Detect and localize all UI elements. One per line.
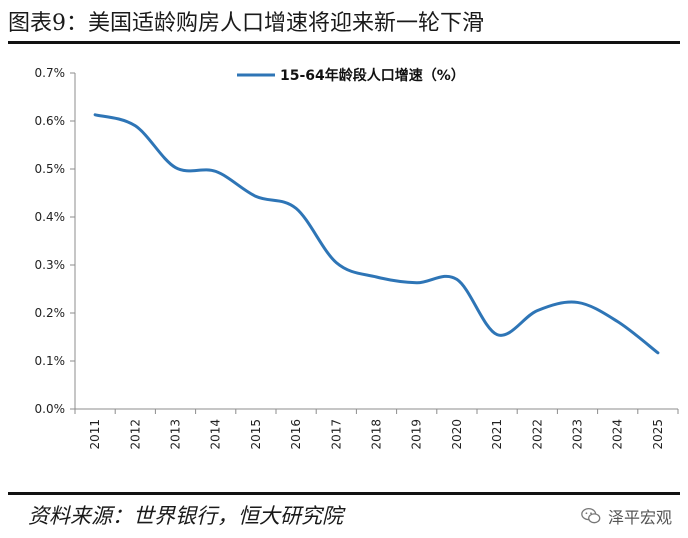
- x-tick-label: 2013: [169, 419, 183, 450]
- y-axis: 0.0% 0.1% 0.2% 0.3% 0.4% 0.5% 0.6% 0.7%: [35, 66, 76, 416]
- x-tick-label: 2017: [329, 419, 343, 450]
- x-tick-label: 2012: [128, 419, 142, 450]
- y-tick-label: 0.4%: [35, 210, 66, 224]
- title-rule: [8, 41, 680, 44]
- line-chart: 0.0%0.1%0.2%0.3%0.4%0.5%0.6%0.7% 2011 201…: [35, 66, 679, 450]
- x-tick-label: 2019: [410, 419, 424, 450]
- y-tick-label: 0.1%: [35, 354, 66, 368]
- x-tick-label: 2014: [209, 419, 223, 450]
- x-tick-label: 2015: [249, 419, 263, 450]
- x-tick-label: 2021: [490, 419, 504, 450]
- y-tick-label: 0.2%: [35, 306, 66, 320]
- wechat-icon: [581, 508, 601, 524]
- legend-label: 15-64年龄段人口增速（%）: [280, 67, 465, 84]
- chart-title: 图表9：美国适龄购房人口增速将迎来新一轮下滑: [8, 11, 484, 36]
- source-rule: [8, 492, 680, 495]
- x-tick-label: 2011: [88, 419, 102, 450]
- x-tick-label: 2025: [651, 419, 665, 450]
- watermark-text: 泽平宏观: [607, 508, 672, 527]
- y-ticks: 0.0% 0.1% 0.2% 0.3% 0.4% 0.5% 0.6% 0.7%: [35, 66, 75, 416]
- watermark: 泽平宏观: [580, 502, 672, 530]
- y-tick-label: 0.6%: [35, 114, 66, 128]
- x-ticks: 2011 2012 2013 2014 2015 2016 2017 2018 2019 2020…: [74, 409, 679, 450]
- legend: 15-64年龄段人口增速（%）: [237, 67, 465, 84]
- y-tick-label: 0.7%: [35, 66, 66, 80]
- series-line: [93, 113, 660, 355]
- x-tick-label: 2016: [289, 419, 303, 450]
- x-tick-label: 2023: [571, 419, 585, 450]
- x-tick-label: 2020: [450, 419, 464, 450]
- x-tick-label: 2018: [370, 419, 384, 450]
- y-tick-label: 0.5%: [35, 162, 66, 176]
- x-tick-label: 2024: [611, 419, 625, 450]
- x-tick-label: 2022: [530, 419, 544, 450]
- source-note: 资料来源：世界银行，恒大研究院: [28, 504, 343, 528]
- x-axis: 2011 2012 2013 2014 2015 2016 2017 2018 2019 2020…: [74, 408, 679, 450]
- y-tick-label: 0.0%: [35, 402, 66, 416]
- y-tick-label: 0.3%: [35, 258, 66, 272]
